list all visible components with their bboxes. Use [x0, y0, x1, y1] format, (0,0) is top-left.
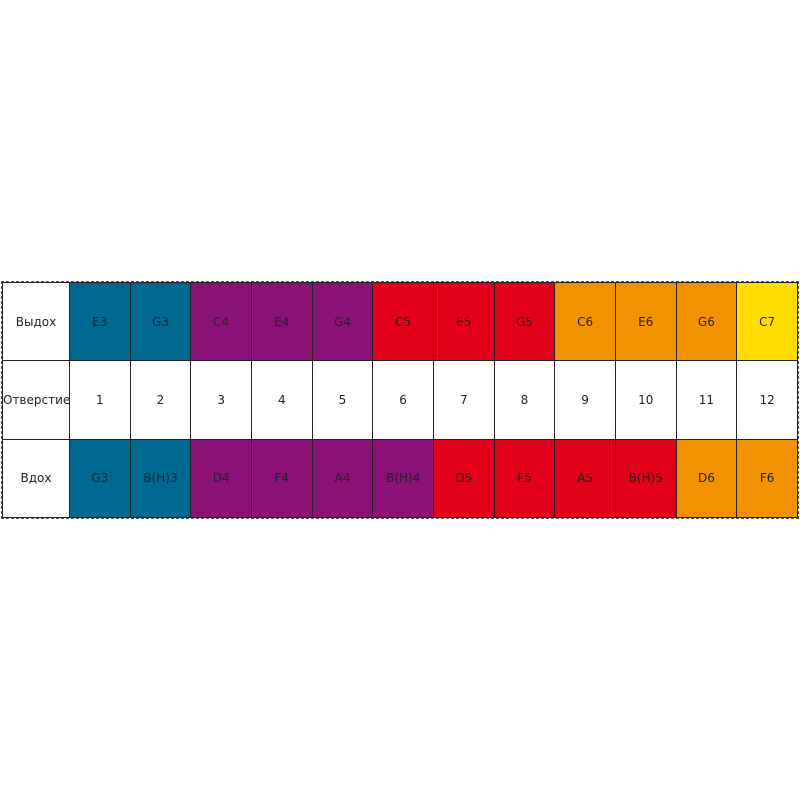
note-cell: C5 — [372, 281, 434, 362]
note-cell: C6 — [554, 281, 616, 362]
note-cell: 6 — [372, 360, 434, 440]
note-cell: G4 — [311, 281, 374, 362]
note-cell: A4 — [311, 438, 374, 519]
note-cell: G5 — [493, 281, 556, 362]
note-cell: A5 — [554, 438, 616, 519]
note-cell: E4 — [250, 281, 313, 362]
note-cell: B(H)4 — [372, 438, 434, 519]
harmonica-table: Выдох E3 G3 C4 E4 G4 C5 E5 G5 C6 E6 G6 C7 Отверстие 1 2… — [1, 281, 799, 519]
note-cell: 5 — [311, 360, 374, 440]
table-row: Вдох G3 B(H)3 D4 F4 A4 B(H)4 D5 F5 A5 B(H)5 D6 F6 — [2, 438, 798, 519]
note-cell: 2 — [129, 360, 192, 440]
note-cell: 7 — [432, 360, 495, 440]
note-cell: E5 — [432, 281, 495, 362]
note-cell: 4 — [250, 360, 313, 440]
note-cell: G6 — [675, 281, 738, 362]
note-cell: F5 — [493, 438, 556, 519]
note-cell: 3 — [190, 360, 252, 440]
note-cell: F6 — [736, 438, 798, 519]
row-label: Выдох — [2, 281, 70, 362]
note-cell: 10 — [614, 360, 677, 440]
note-cell: 9 — [554, 360, 616, 440]
note-cell: 11 — [675, 360, 738, 440]
note-cell: G3 — [129, 281, 192, 362]
row-label: Отверстие — [2, 360, 70, 440]
note-cell: B(H)3 — [129, 438, 192, 519]
row-label: Вдох — [2, 438, 70, 519]
note-cell: E6 — [614, 281, 677, 362]
note-cell: G3 — [69, 438, 131, 519]
table-row: Отверстие 1 2 3 4 5 6 7 8 9 10 11 12 — [2, 360, 798, 440]
note-cell: 12 — [736, 360, 798, 440]
table-row: Выдох E3 G3 C4 E4 G4 C5 E5 G5 C6 E6 G6 C7 — [2, 281, 798, 362]
note-cell: E3 — [69, 281, 131, 362]
note-cell: B(H)5 — [614, 438, 677, 519]
note-cell: 8 — [493, 360, 556, 440]
note-cell: 1 — [69, 360, 131, 440]
note-cell: C7 — [736, 281, 798, 362]
note-cell: D4 — [190, 438, 252, 519]
note-cell: D6 — [675, 438, 738, 519]
note-cell: D5 — [432, 438, 495, 519]
note-cell: C4 — [190, 281, 252, 362]
note-cell: F4 — [250, 438, 313, 519]
